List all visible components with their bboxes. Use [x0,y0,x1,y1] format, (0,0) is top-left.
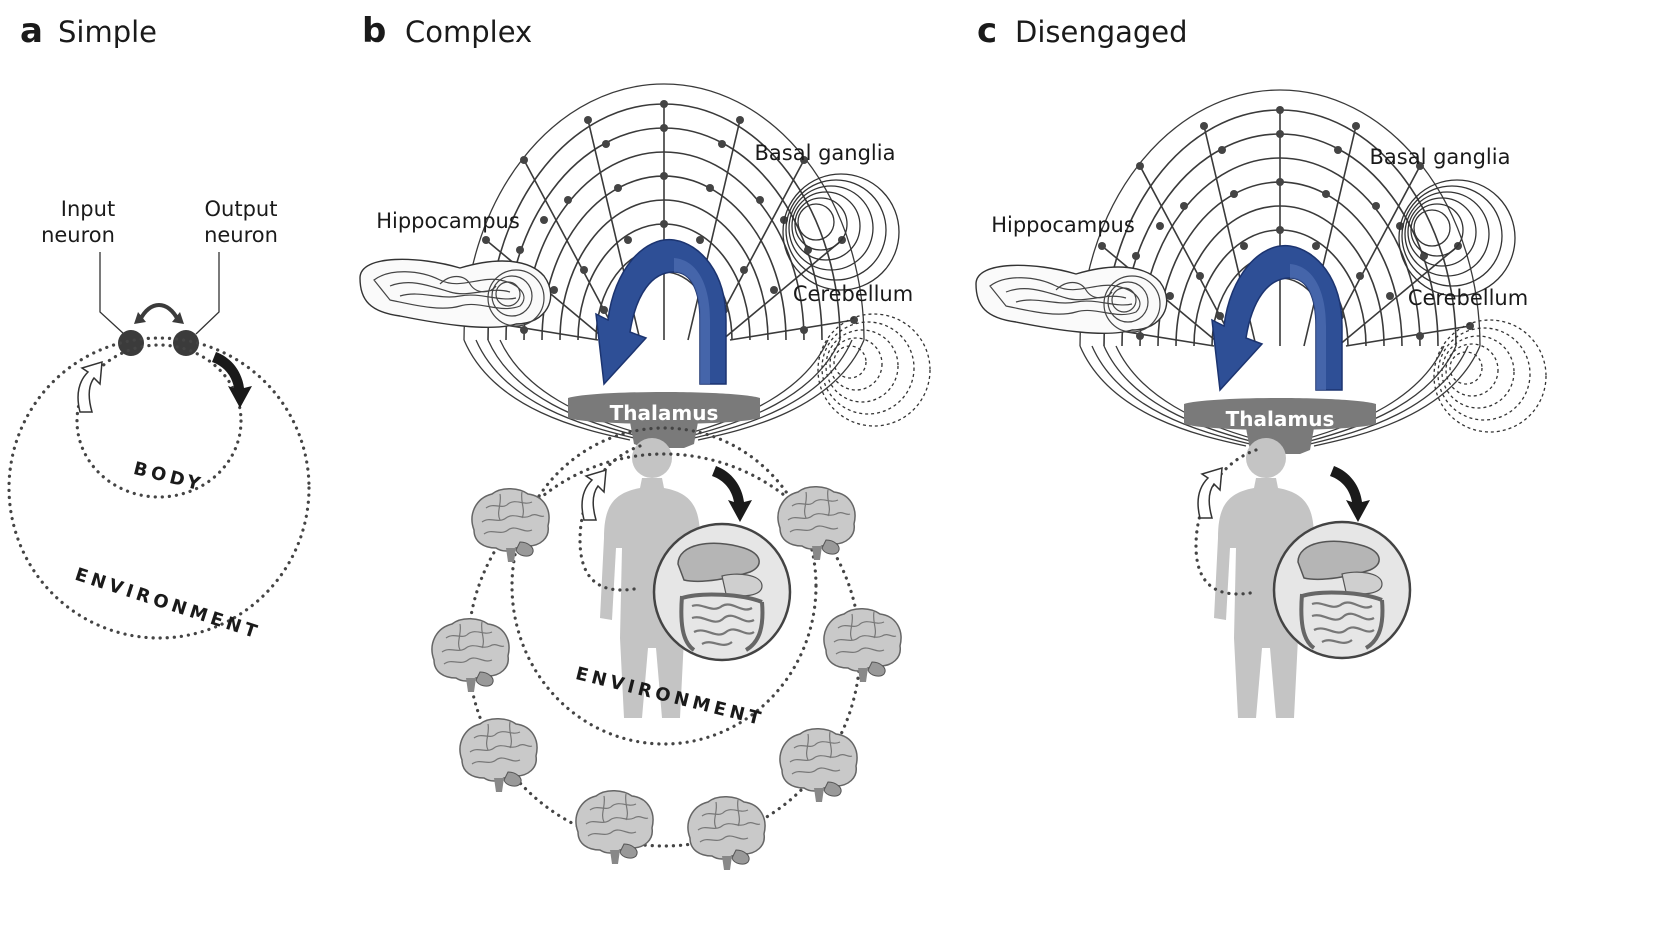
input-neuron [118,330,144,356]
thalamus-label-b: Thalamus [610,401,719,425]
brain-icon-8 [687,795,766,871]
output-neuron [173,330,199,356]
efferent-black-arrow [212,352,252,408]
brain-icon-2 [777,485,856,561]
body-loop-left-c [1194,448,1258,596]
basal-ganglia-label-c: Basal ganglia [1370,145,1511,169]
brain-icon-7 [575,789,654,865]
brain-icon-1 [471,487,550,563]
panel-a-letter: a [20,11,43,51]
brain-icon-3 [431,617,510,693]
basal-ganglia-c [1398,179,1516,297]
panel-c-letter: c [977,11,997,51]
neuron-double-arrow [138,303,180,321]
cerebellum-c [1433,319,1547,433]
efferent-arrow-c [1330,466,1370,522]
output-neuron-label-line1: Output [205,197,278,221]
panel-a-title: Simple [58,15,157,49]
panel-a-simple-loop: Input neuron Output neuron BODY ENVIRONM… [7,197,311,644]
body-loop [75,343,243,499]
input-neuron-leader [99,252,125,335]
body-loop-left-b [578,444,642,592]
double-arrow-heads [134,312,184,324]
basal-ganglia-b [782,173,900,291]
basal-ganglia-label-b: Basal ganglia [755,141,896,165]
output-neuron-label-line2: neuron [204,223,278,247]
cerebellum-label-b: Cerebellum [793,282,913,306]
afferent-arrow-b [581,469,607,521]
environment-loop-b [510,426,818,746]
panel-b-complex: Hippocampus Basal ganglia Cerebellum Tha… [359,83,931,871]
thalamus-label-c: Thalamus [1226,407,1335,431]
input-neuron-label-line2: neuron [41,223,115,247]
brain-icon-5 [459,717,538,793]
efferent-arrow-b [712,466,752,522]
viscera-inset-b [652,522,792,662]
hippocampus-label-b: Hippocampus [376,209,520,233]
panel-b-letter: b [362,11,386,51]
hippocampus-b [359,258,552,329]
environment-ring-label: ENVIRONMENT [72,564,263,644]
environment-loop [7,336,311,640]
viscera-inset-c [1272,520,1412,660]
input-neuron-label-line1: Input [61,197,115,221]
hippocampus-c [975,264,1168,335]
cerebellum-b [817,313,931,427]
body-ring-label: BODY [131,458,206,496]
cerebellum-label-c: Cerebellum [1408,286,1528,310]
panel-c-disengaged: Hippocampus Basal ganglia Cerebellum Tha… [975,89,1547,718]
panel-c-title: Disengaged [1015,15,1188,49]
afferent-hollow-arrow [77,361,103,413]
output-neuron-leader [195,252,220,335]
brain-icon-6 [779,727,858,803]
brain-icon-4 [823,607,902,683]
panel-b-title: Complex [405,15,532,49]
hippocampus-label-c: Hippocampus [991,213,1135,237]
afferent-arrow-c [1197,467,1223,519]
